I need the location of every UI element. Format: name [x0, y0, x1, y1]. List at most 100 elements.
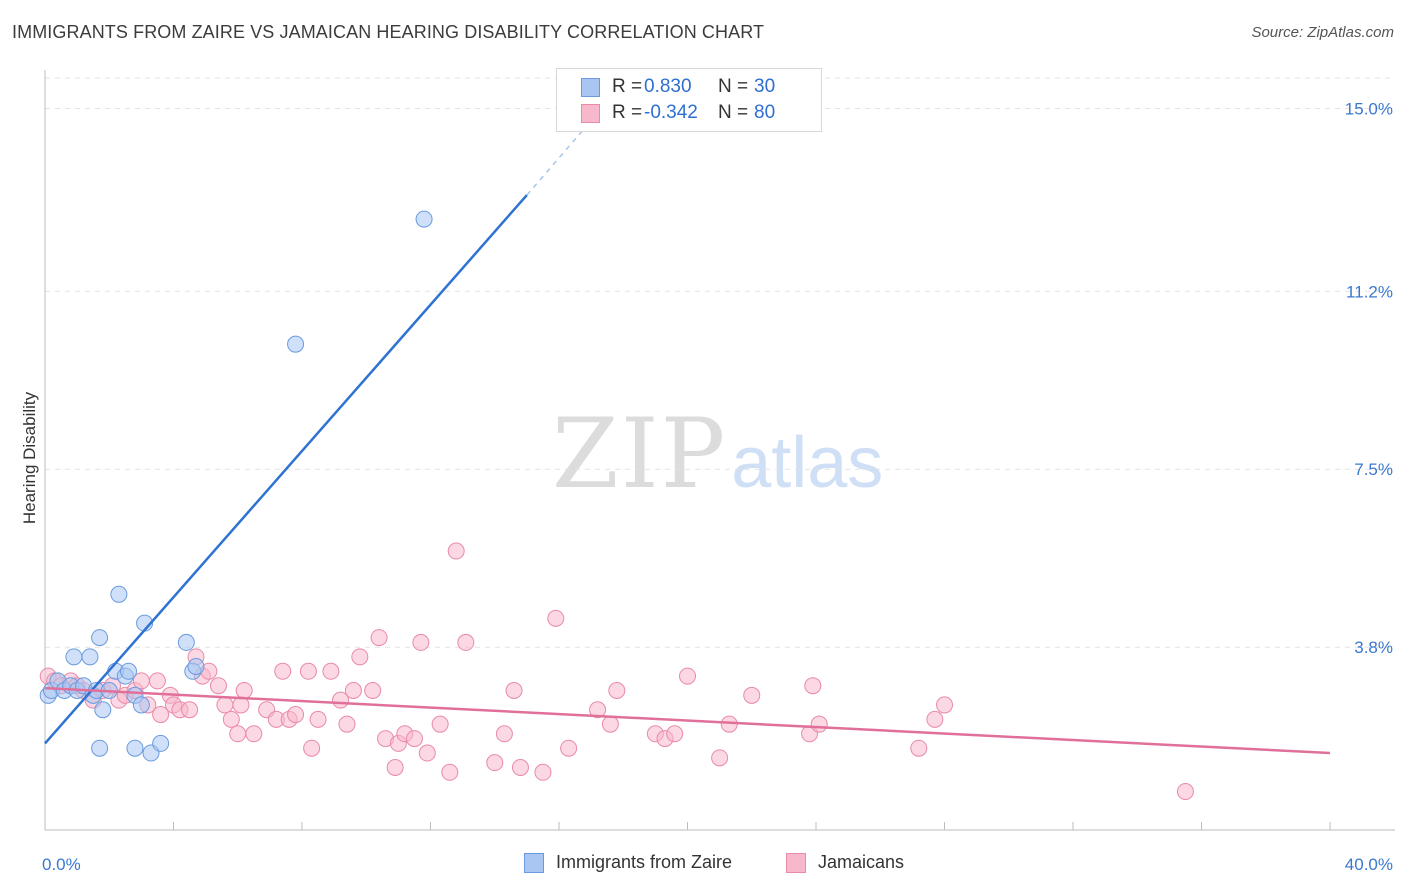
data-point-jamaicans: [679, 667, 696, 685]
watermark-atlas: atlas: [731, 423, 884, 503]
data-point-jamaicans: [910, 739, 928, 757]
data-point-jamaicans: [447, 542, 465, 560]
data-point-jamaicans: [386, 758, 404, 776]
data-point-jamaicans: [412, 633, 430, 651]
data-point-jamaicans: [418, 744, 436, 762]
axes: [44, 70, 1395, 831]
bottom-legend-jamaicans[interactable]: Jamaicans: [786, 852, 904, 873]
data-point-jamaicans: [608, 682, 626, 700]
legend-r-value-jamaicans: -0.342: [644, 102, 698, 123]
data-point-jamaicans: [711, 749, 729, 767]
watermark-zip: ZIP: [552, 398, 728, 510]
data-point-jamaicans: [222, 710, 240, 728]
data-point-zaire: [415, 210, 433, 228]
data-point-jamaicans: [209, 677, 227, 695]
y-tick-label: 3.8%: [1354, 638, 1393, 657]
legend-r-label: R =: [612, 76, 643, 97]
watermark: ZIPatlas: [552, 398, 883, 510]
legend-n-label: N =: [718, 76, 749, 97]
data-point-jamaicans: [601, 715, 619, 733]
data-point-jamaicans: [589, 701, 607, 719]
tick-labels: 3.8% 7.5% 11.2% 15.0% 0.0% 40.0%: [42, 99, 1393, 874]
data-point-zaire: [287, 335, 305, 353]
data-point-jamaicans: [441, 763, 459, 781]
bottom-legend-swatch-jamaicans: [786, 852, 806, 873]
data-point-jamaicans: [148, 672, 166, 690]
data-point-jamaicans: [216, 696, 234, 714]
data-point-jamaicans: [181, 701, 199, 719]
legend-swatch-zaire: [581, 77, 600, 97]
data-point-jamaicans: [431, 715, 449, 733]
data-point-zaire: [120, 662, 138, 680]
data-point-jamaicans: [299, 662, 317, 680]
data-point-jamaicans: [511, 758, 529, 776]
legend-n-value-jamaicans: 80: [754, 102, 776, 123]
data-point-jamaicans: [235, 682, 253, 700]
trend-line-zaire: [44, 194, 528, 745]
trend-line-jamaicans: [44, 686, 1331, 755]
legend-r-value-zaire: 0.830: [644, 76, 692, 97]
data-point-jamaicans: [936, 696, 953, 714]
data-point-jamaicans: [322, 662, 340, 680]
data-point-jamaicans: [287, 706, 305, 724]
y-tick-label: 11.2%: [1346, 282, 1393, 301]
data-point-zaire: [187, 657, 205, 675]
legend-n-value-zaire: 30: [754, 76, 776, 97]
correlation-legend: R = 0.830 N = 30 R = -0.342 N = 80: [556, 68, 822, 132]
data-point-jamaicans: [534, 763, 552, 781]
data-point-zaire: [177, 633, 195, 651]
legend-r-label: R =: [612, 102, 643, 123]
data-point-jamaicans: [505, 682, 523, 700]
data-point-jamaicans: [926, 710, 944, 728]
data-point-jamaicans: [743, 686, 761, 704]
series-jamaicans: [39, 542, 1194, 801]
series-zaire: [39, 210, 433, 762]
data-point-zaire: [91, 739, 109, 757]
data-point-zaire: [94, 701, 112, 719]
data-point-jamaicans: [303, 739, 321, 757]
data-point-jamaicans: [804, 677, 822, 695]
data-point-zaire: [152, 734, 170, 752]
data-point-zaire: [132, 696, 150, 714]
x-tick-label: 40.0%: [1345, 855, 1393, 874]
data-point-jamaicans: [338, 715, 356, 733]
source-credit: Source: ZipAtlas.com: [1251, 24, 1394, 41]
bottom-legend-label-zaire: Immigrants from Zaire: [556, 852, 733, 872]
bottom-legend-label-jamaicans: Jamaicans: [818, 852, 905, 872]
bottom-legend-swatch-zaire: [524, 852, 544, 873]
y-tick-label: 7.5%: [1354, 460, 1393, 479]
chart-title: IMMIGRANTS FROM ZAIRE VS JAMAICAN HEARIN…: [12, 22, 765, 42]
data-point-jamaicans: [810, 715, 828, 733]
data-point-zaire: [65, 648, 83, 666]
data-point-jamaicans: [344, 682, 362, 700]
data-point-jamaicans: [274, 662, 292, 680]
legend-row-zaire: R = 0.830 N = 30: [581, 75, 775, 99]
data-point-jamaicans: [152, 706, 170, 724]
x-tick-label: 0.0%: [42, 855, 81, 874]
data-point-zaire: [126, 739, 144, 757]
data-point-jamaicans: [457, 633, 475, 651]
legend-swatch-jamaicans: [581, 103, 600, 123]
data-point-zaire: [91, 629, 109, 647]
y-tick-label: 15.0%: [1345, 99, 1393, 118]
data-point-jamaicans: [309, 710, 327, 728]
data-point-jamaicans: [495, 725, 513, 743]
data-point-jamaicans: [364, 682, 382, 700]
data-point-jamaicans: [229, 725, 247, 743]
trend-lines: [44, 112, 1331, 755]
data-point-jamaicans: [560, 739, 578, 757]
data-point-zaire: [110, 585, 128, 603]
data-point-jamaicans: [666, 725, 684, 743]
data-point-jamaicans: [245, 725, 263, 743]
grid-lines: [45, 77, 1395, 648]
data-point-zaire: [81, 648, 99, 666]
data-point-jamaicans: [370, 629, 388, 647]
data-point-jamaicans: [547, 609, 565, 627]
legend-n-label: N =: [718, 102, 749, 123]
legend-row-jamaicans: R = -0.342 N = 80: [581, 101, 775, 125]
data-point-jamaicans: [486, 754, 504, 772]
data-point-jamaicans: [351, 648, 369, 666]
data-point-jamaicans: [405, 730, 423, 748]
bottom-legend-zaire[interactable]: Immigrants from Zaire: [524, 852, 732, 873]
